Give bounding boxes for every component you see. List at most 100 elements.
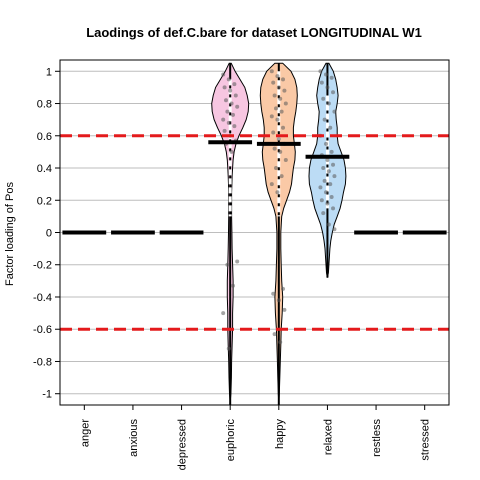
data-point bbox=[319, 80, 324, 85]
data-point bbox=[272, 146, 277, 151]
data-point bbox=[274, 166, 279, 171]
x-tick-label: relaxed bbox=[322, 419, 334, 455]
y-tick-label: 1 bbox=[46, 66, 52, 78]
data-point bbox=[275, 190, 280, 195]
data-point bbox=[229, 101, 234, 106]
data-point bbox=[271, 291, 276, 296]
y-tick-label: 0.6 bbox=[37, 131, 52, 143]
y-tick-label: -0.2 bbox=[33, 260, 52, 272]
data-point bbox=[281, 125, 286, 130]
x-tick-label: restless bbox=[371, 419, 383, 457]
data-point bbox=[233, 93, 238, 98]
x-tick-label: euphoric bbox=[225, 419, 237, 462]
data-point bbox=[331, 206, 336, 211]
data-point bbox=[225, 262, 230, 267]
y-axis-label: Factor loading of Pos bbox=[4, 182, 16, 286]
data-point bbox=[279, 174, 284, 179]
data-point bbox=[221, 117, 226, 122]
y-axis: -1 -0.8 -0.6 -0.4 -0.2 0 0.2 0.4 0.6 0.8 1 bbox=[33, 66, 60, 401]
threshold-lines bbox=[60, 134, 449, 331]
data-point bbox=[321, 96, 326, 101]
median-bars bbox=[62, 140, 447, 235]
data-point bbox=[275, 74, 280, 79]
data-point bbox=[325, 201, 330, 206]
data-point bbox=[328, 182, 333, 187]
data-point bbox=[275, 117, 280, 122]
data-point bbox=[269, 69, 274, 74]
chart-title: Laodings of def.C.bare for dataset LONGI… bbox=[86, 25, 422, 40]
data-point bbox=[276, 136, 281, 141]
data-point bbox=[229, 149, 234, 154]
data-point bbox=[276, 298, 281, 303]
data-point bbox=[235, 104, 240, 109]
data-point bbox=[226, 120, 231, 125]
data-point bbox=[281, 77, 286, 82]
data-point bbox=[271, 130, 276, 135]
x-tick-label: stressed bbox=[420, 419, 432, 461]
x-axis: anger anxious depressed euphoric happy relaxe… bbox=[79, 405, 432, 470]
data-point bbox=[321, 166, 326, 171]
data-point bbox=[230, 283, 235, 288]
data-point bbox=[324, 141, 329, 146]
data-point bbox=[281, 286, 286, 291]
data-point bbox=[331, 90, 336, 95]
data-point bbox=[318, 69, 323, 74]
data-point bbox=[221, 72, 226, 77]
data-point bbox=[222, 85, 227, 90]
data-point bbox=[322, 178, 327, 183]
data-point bbox=[272, 332, 277, 337]
data-point bbox=[232, 82, 237, 87]
y-tick-label: 0 bbox=[46, 228, 52, 240]
x-tick-label: anger bbox=[79, 419, 91, 447]
data-point bbox=[271, 80, 276, 85]
data-point bbox=[326, 169, 331, 174]
data-point bbox=[332, 174, 337, 179]
data-point bbox=[324, 190, 329, 195]
data-point bbox=[326, 222, 331, 227]
x-tick-label: anxious bbox=[128, 419, 140, 457]
data-point bbox=[222, 128, 227, 133]
data-point bbox=[325, 85, 330, 90]
data-point bbox=[325, 157, 330, 162]
y-tick-label: -0.8 bbox=[33, 356, 52, 368]
violins bbox=[211, 62, 347, 405]
y-tick-label: -1 bbox=[42, 389, 52, 401]
data-point bbox=[326, 101, 331, 106]
data-point bbox=[269, 182, 274, 187]
data-point bbox=[332, 109, 337, 114]
data-point bbox=[329, 149, 334, 154]
x-tick-label: depressed bbox=[177, 419, 189, 470]
data-point bbox=[282, 307, 287, 312]
y-tick-label: 0.8 bbox=[37, 99, 52, 111]
data-point bbox=[322, 117, 327, 122]
data-point bbox=[278, 340, 283, 345]
data-point bbox=[282, 88, 287, 93]
data-point bbox=[226, 77, 231, 82]
data-point bbox=[328, 125, 333, 130]
data-point bbox=[274, 106, 279, 111]
data-point bbox=[332, 227, 337, 232]
data-point bbox=[329, 75, 334, 80]
data-point bbox=[230, 112, 235, 117]
data-point bbox=[278, 96, 283, 101]
data-point bbox=[269, 114, 274, 119]
data-point bbox=[221, 311, 226, 316]
data-point bbox=[324, 72, 329, 77]
y-tick-label: 0.2 bbox=[37, 195, 52, 207]
data-point bbox=[319, 198, 324, 203]
data-point bbox=[329, 195, 334, 200]
x-tick-label: happy bbox=[274, 419, 286, 449]
y-tick-label: -0.4 bbox=[33, 292, 52, 304]
data-point bbox=[272, 93, 277, 98]
data-point bbox=[225, 109, 230, 114]
data-point bbox=[283, 101, 288, 106]
data-point bbox=[279, 109, 284, 114]
data-point bbox=[235, 259, 240, 264]
data-point bbox=[226, 346, 231, 351]
data-point bbox=[276, 85, 281, 90]
data-point bbox=[318, 185, 323, 190]
data-point bbox=[232, 124, 237, 129]
data-point bbox=[228, 88, 233, 93]
data-point bbox=[223, 98, 228, 103]
